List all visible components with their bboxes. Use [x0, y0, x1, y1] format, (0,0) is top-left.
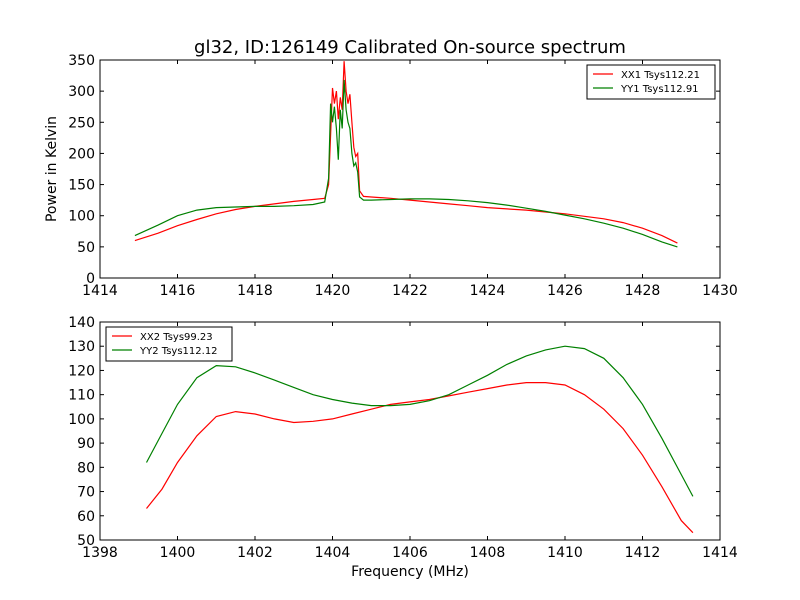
legend: XX1 Tsys112.21 YY1 Tsys112.91 — [586, 64, 716, 100]
y-tick-label: 300 — [68, 84, 95, 100]
figure-title: gl32, ID:126149 Calibrated On-source spe… — [194, 37, 626, 58]
y-tick-label: 130 — [68, 339, 95, 355]
x-tick-label: 1418 — [237, 283, 273, 299]
y-tick-label: 70 — [77, 485, 95, 501]
x-tick-label: 1424 — [470, 283, 506, 299]
y-tick-label: 50 — [77, 533, 95, 549]
series-line-2 — [134, 79, 678, 248]
x-tick-label: 1398 — [82, 545, 118, 561]
series-line-2 — [145, 345, 694, 497]
x-tick-label: 1412 — [625, 545, 661, 561]
x-tick-label: 1420 — [315, 283, 351, 299]
x-tick-label: 1414 — [82, 283, 118, 299]
y-tick-label: 100 — [68, 412, 95, 428]
y-tick-label: 250 — [68, 115, 95, 131]
y-tick-label: 200 — [68, 146, 95, 162]
x-axis-label: Frequency (MHz) — [351, 564, 469, 580]
x-tick-label: 1404 — [315, 545, 351, 561]
y-axis-label: Power in Kelvin — [44, 116, 60, 222]
y-tick-label: 0 — [86, 271, 95, 287]
legend-label: YY1 Tsys112.91 — [620, 84, 699, 95]
top-plot: 1414 1416 1418 1420 1422 1424 1426 1428 1430 0 50 1… — [44, 53, 738, 299]
y-tick-label: 140 — [68, 315, 95, 331]
x-tick-label: 1402 — [237, 545, 273, 561]
legend-label: YY2 Tsys112.12 — [139, 346, 218, 357]
legend-label: XX1 Tsys112.21 — [621, 70, 700, 81]
y-tick-label: 100 — [68, 209, 95, 225]
series-line-1 — [134, 61, 678, 244]
x-tick-label: 1408 — [470, 545, 506, 561]
y-tick-label: 90 — [77, 436, 95, 452]
bottom-plot: 1398 1400 1402 1404 1406 1408 1410 1412 1414 50 60… — [68, 315, 738, 580]
legend-box — [586, 64, 716, 100]
x-tick-label: 1422 — [392, 283, 428, 299]
x-tick-label: 1426 — [547, 283, 583, 299]
legend: XX2 Tsys99.23 YY2 Tsys112.12 — [105, 326, 233, 362]
y-tick-label: 350 — [68, 53, 95, 69]
x-tick-label: 1416 — [160, 283, 196, 299]
x-tick-label: 1428 — [625, 283, 661, 299]
x-tick-label: 1430 — [702, 283, 738, 299]
x-tick-label: 1410 — [547, 545, 583, 561]
y-tick-label: 60 — [77, 509, 95, 525]
legend-label: XX2 Tsys99.23 — [140, 332, 213, 343]
x-tick-label: 1406 — [392, 545, 428, 561]
legend-box — [105, 326, 233, 362]
y-tick-label: 50 — [77, 240, 95, 256]
y-tick-label: 110 — [68, 388, 95, 404]
y-tick-label: 150 — [68, 178, 95, 194]
y-tick-label: 120 — [68, 363, 95, 379]
series-line-1 — [146, 382, 694, 534]
y-tick-label: 80 — [77, 460, 95, 476]
x-tick-label: 1400 — [160, 545, 196, 561]
x-tick-label: 1414 — [702, 545, 738, 561]
